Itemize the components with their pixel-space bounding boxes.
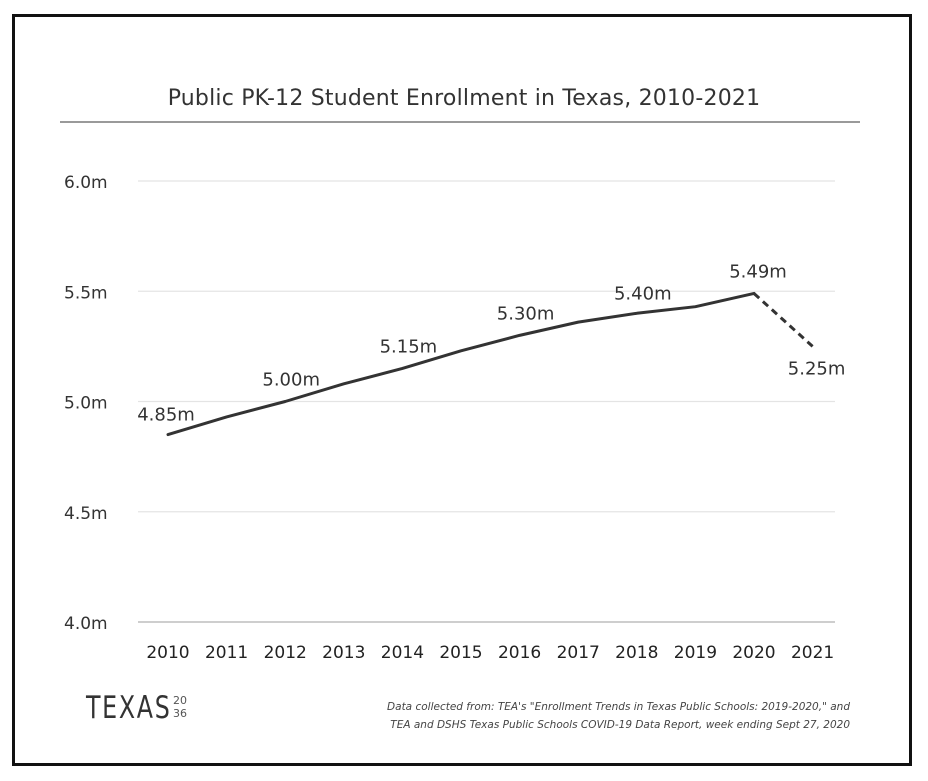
data-label: 4.85m <box>137 405 195 426</box>
series-line-actual <box>166 291 756 437</box>
x-tick-label: 2021 <box>791 643 834 663</box>
x-tick-label: 2015 <box>439 643 482 663</box>
logo-year-mark: 2036 <box>172 694 188 720</box>
y-tick-label: 5.0m <box>64 394 108 414</box>
series-line-projected <box>752 292 814 348</box>
title-divider <box>60 121 860 123</box>
data-label: 5.00m <box>262 370 320 391</box>
x-tick-label: 2020 <box>732 643 775 663</box>
x-tick-label: 2016 <box>498 643 541 663</box>
x-tick-label: 2017 <box>557 643 600 663</box>
data-label: 5.15m <box>380 336 438 357</box>
x-tick-label: 2014 <box>381 643 424 663</box>
x-tick-label: 2011 <box>205 643 248 663</box>
data-label: 5.30m <box>497 303 555 324</box>
x-tick-label: 2013 <box>322 643 365 663</box>
y-tick-label: 4.5m <box>64 504 108 524</box>
y-tick-label: 4.0m <box>64 614 108 634</box>
source-line-1: Data collected from: TEA's "Enrollment T… <box>387 701 850 713</box>
logo-mark-text: 2036 <box>173 694 187 720</box>
y-tick-label: 6.0m <box>64 173 108 193</box>
source-line-2: TEA and DSHS Texas Public Schools COVID-… <box>390 719 850 731</box>
y-tick-label: 5.5m <box>64 283 108 303</box>
texas-2036-logo: TEXAS <box>86 690 172 726</box>
x-tick-label: 2018 <box>615 643 658 663</box>
data-label: 5.25m <box>788 358 846 379</box>
data-label: 5.49m <box>729 261 787 282</box>
chart-frame <box>12 14 912 766</box>
source-note: Data collected from: TEA's "Enrollment T… <box>230 698 850 734</box>
data-label: 5.40m <box>614 283 672 304</box>
x-tick-label: 2019 <box>674 643 717 663</box>
x-tick-label: 2012 <box>264 643 307 663</box>
x-tick-label: 2010 <box>146 643 189 663</box>
chart-title: Public PK-12 Student Enrollment in Texas… <box>167 86 761 111</box>
